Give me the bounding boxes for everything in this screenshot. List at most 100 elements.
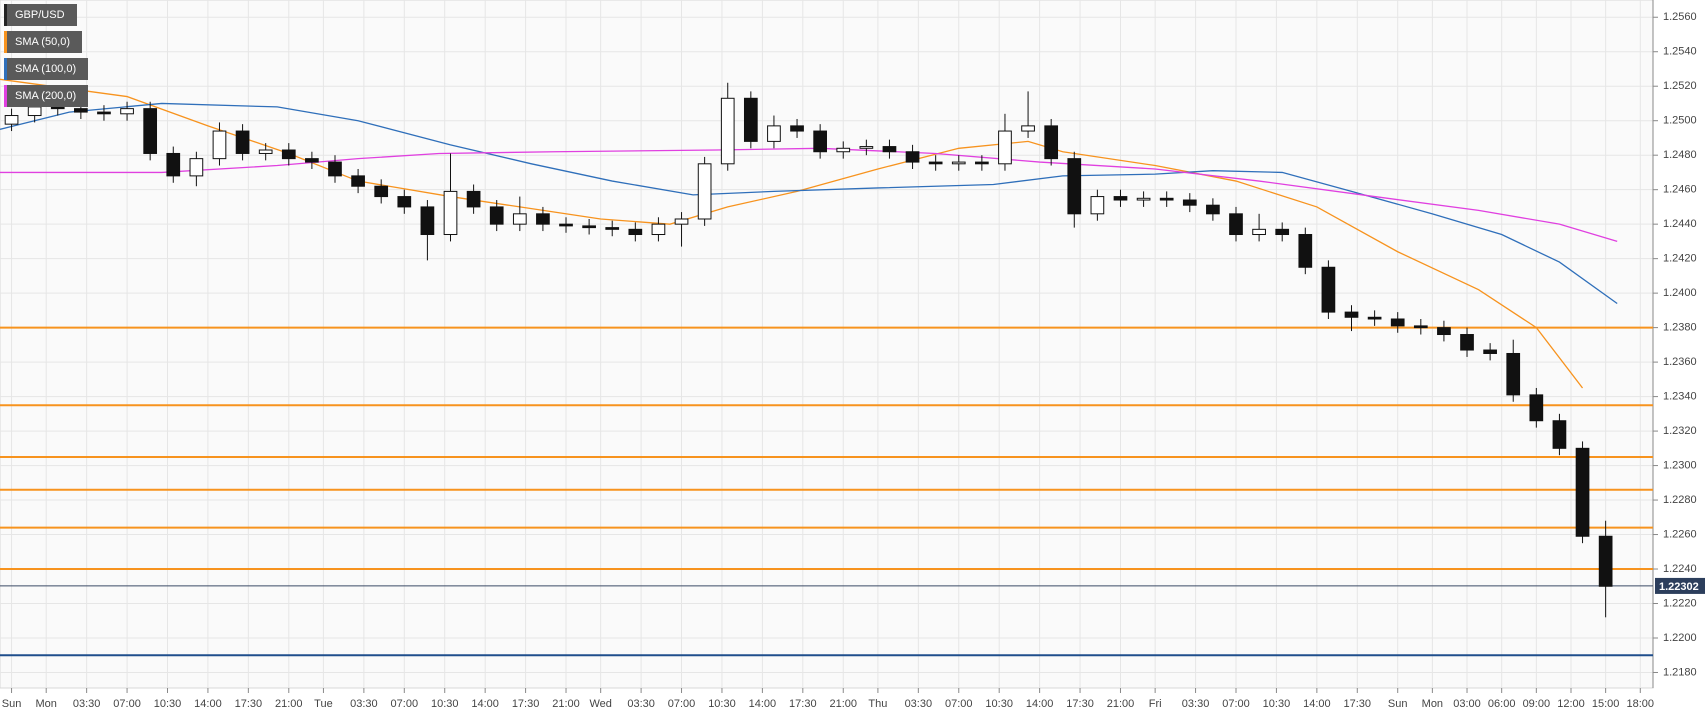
candle-body: [1506, 352, 1521, 396]
y-tick-label: 1.2300: [1663, 459, 1697, 471]
candle-body: [882, 146, 897, 153]
x-tick-label: 21:00: [275, 698, 303, 710]
x-tick-label: 17:30: [1066, 698, 1094, 710]
legend: GBP/USD SMA (50,0) SMA (100,0) SMA (200,…: [4, 4, 89, 112]
candle-body: [951, 161, 966, 165]
last-price-label: 1.22302: [1659, 581, 1699, 593]
candle-body: [1367, 316, 1382, 320]
candle-body: [1113, 196, 1128, 201]
x-tick-label: 07:00: [1222, 698, 1250, 710]
candle-body: [859, 146, 874, 149]
x-tick-label: 14:00: [194, 698, 222, 710]
x-tick-label: 07:00: [391, 698, 419, 710]
x-tick-label: 07:00: [113, 698, 141, 710]
x-tick-label: 21:00: [1107, 698, 1135, 710]
candle-body: [166, 152, 181, 177]
candle-body: [4, 115, 19, 125]
candle-body: [905, 151, 920, 163]
candle-body: [1090, 196, 1105, 215]
y-tick-label: 1.2340: [1663, 390, 1697, 402]
candle-body: [628, 228, 643, 236]
candle-body: [1136, 197, 1151, 201]
candle-body: [1044, 125, 1059, 160]
candle-body: [1229, 213, 1243, 236]
y-tick-label: 1.2380: [1663, 322, 1697, 334]
y-tick-label: 1.2400: [1663, 287, 1697, 299]
candle-body: [328, 161, 342, 177]
x-tick-label: 12:00: [1557, 698, 1585, 710]
sma-line: [0, 102, 1618, 305]
x-tick-label: Mon: [36, 698, 57, 710]
x-tick-label: 17:30: [1344, 698, 1372, 710]
candle-body: [836, 147, 851, 153]
y-tick-label: 1.2260: [1663, 528, 1697, 540]
candle-body: [466, 190, 481, 208]
candle-body: [1252, 228, 1266, 236]
x-tick-label: 06:00: [1488, 698, 1516, 710]
candle-body: [281, 149, 296, 160]
x-tick-label: 18:00: [1627, 698, 1655, 710]
legend-label: GBP/USD: [15, 9, 65, 21]
y-tick-label: 1.2240: [1663, 563, 1697, 575]
x-tick-label: Mon: [1422, 698, 1443, 710]
x-tick-label: 21:00: [829, 698, 857, 710]
legend-swatch: [4, 4, 7, 26]
x-tick-label: 10:30: [431, 698, 459, 710]
x-tick-label: 07:00: [945, 698, 973, 710]
candle-body: [720, 97, 735, 165]
candle-body: [1529, 394, 1544, 422]
y-tick-label: 1.2180: [1663, 666, 1697, 678]
x-tick-label: 10:30: [985, 698, 1013, 710]
y-tick-label: 1.2520: [1663, 80, 1697, 92]
candle-body: [1182, 199, 1197, 206]
legend-label: SMA (50,0): [15, 36, 71, 48]
candle-body: [1321, 266, 1336, 313]
candle-body: [559, 223, 573, 227]
x-tick-label: 10:30: [708, 698, 736, 710]
candle-body: [1598, 535, 1613, 587]
x-tick-label: 03:30: [905, 698, 933, 710]
candle-body: [651, 223, 666, 236]
candle-body: [74, 108, 88, 113]
candle-body: [1460, 334, 1474, 351]
candle-body: [397, 196, 412, 208]
y-tick-label: 1.2320: [1663, 425, 1697, 437]
candle-body: [305, 158, 319, 163]
candle-body: [1344, 311, 1359, 318]
candle-body: [351, 175, 365, 187]
x-tick-label: 17:30: [789, 698, 817, 710]
x-tick-label: 14:00: [471, 698, 499, 710]
x-tick-label: 10:30: [1263, 698, 1291, 710]
candle-body: [143, 108, 158, 154]
x-tick-label: Thu: [868, 698, 887, 710]
legend-item: SMA (200,0): [4, 85, 89, 107]
x-tick-label: 09:00: [1523, 698, 1551, 710]
candle-body: [258, 149, 273, 154]
legend-item: GBP/USD: [4, 4, 77, 26]
x-tick-label: 07:00: [668, 698, 696, 710]
y-tick-label: 1.2500: [1663, 115, 1697, 127]
candle-body: [235, 130, 250, 154]
x-tick-label: 21:00: [552, 698, 580, 710]
candle-body: [1437, 327, 1451, 336]
legend-swatch: [4, 85, 7, 107]
candle-body: [1575, 447, 1590, 537]
candle-body: [1275, 228, 1290, 236]
candle-body: [374, 185, 389, 198]
x-tick-label: Tue: [314, 698, 333, 710]
candle-body: [1206, 204, 1220, 215]
candle-body: [489, 206, 504, 225]
legend-item: SMA (100,0): [4, 58, 89, 80]
candle-body: [1298, 234, 1313, 268]
x-tick-label: 17:30: [512, 698, 540, 710]
candle-body: [1413, 325, 1428, 329]
x-tick-label: 03:30: [1182, 698, 1210, 710]
candle-body: [420, 206, 435, 236]
candle-body: [975, 161, 989, 165]
x-tick-label: Sun: [2, 698, 22, 710]
x-tick-label: 14:00: [1026, 698, 1054, 710]
y-tick-label: 1.2480: [1663, 149, 1697, 161]
candle-body: [512, 213, 527, 225]
candle-body: [1067, 158, 1082, 215]
